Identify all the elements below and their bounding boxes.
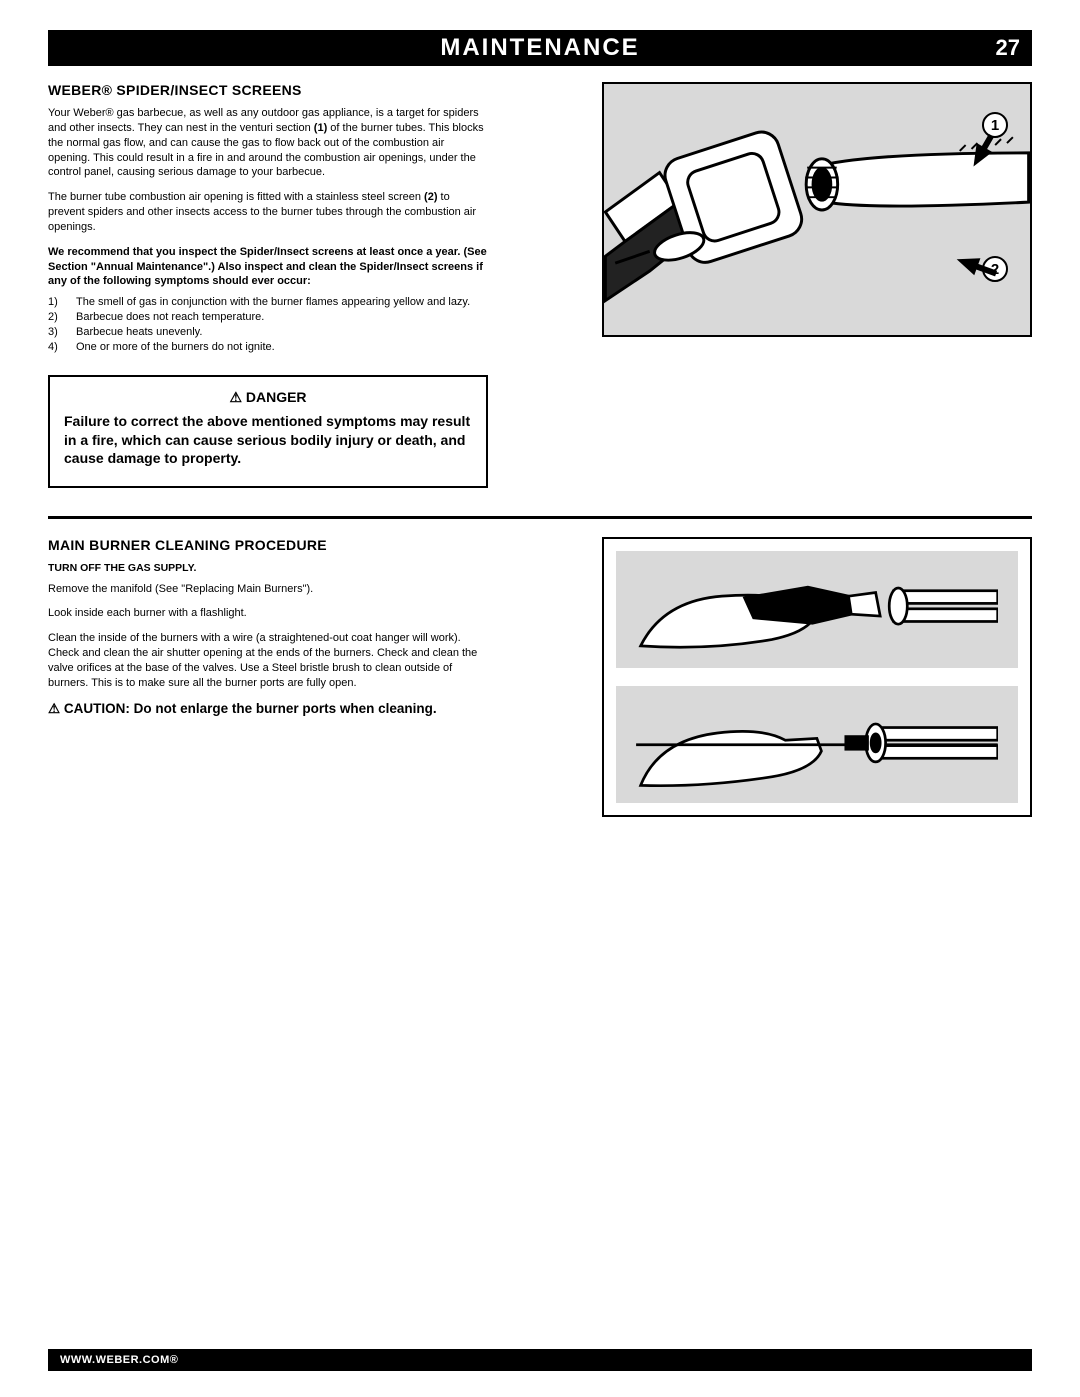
list-item: 4)One or more of the burners do not igni…	[48, 340, 488, 355]
flashlight-svg	[636, 560, 998, 659]
para2-part-a: The burner tube combustion air opening i…	[48, 191, 424, 203]
figure-cleaning-steps	[602, 537, 1032, 817]
page-number: 27	[996, 35, 1020, 61]
para1-ref1: (1)	[314, 122, 327, 134]
figure-burner-assembly: 1 2	[602, 82, 1032, 337]
danger-box: ⚠ DANGER Failure to correct the above me…	[48, 375, 488, 489]
list-num: 2)	[48, 310, 76, 325]
section2-text-column: MAIN BURNER CLEANING PROCEDURE TURN OFF …	[48, 537, 488, 817]
section-spider-screens: WEBER® SPIDER/INSECT SCREENS Your Weber®…	[48, 82, 1032, 488]
list-text: The smell of gas in conjunction with the…	[76, 295, 488, 310]
page-header-bar: MAINTENANCE 27	[48, 30, 1032, 66]
list-item: 2)Barbecue does not reach temperature.	[48, 310, 488, 325]
para2-ref2: (2)	[424, 191, 437, 203]
section-burner-cleaning: MAIN BURNER CLEANING PROCEDURE TURN OFF …	[48, 537, 1032, 817]
list-item: 1)The smell of gas in conjunction with t…	[48, 295, 488, 310]
section1-para1: Your Weber® gas barbecue, as well as any…	[48, 106, 488, 180]
section2-p3: Clean the inside of the burners with a w…	[48, 631, 488, 690]
section-divider	[48, 516, 1032, 519]
list-num: 4)	[48, 340, 76, 355]
section1-bold-para: We recommend that you inspect the Spider…	[48, 245, 488, 290]
section2-figure-column	[512, 537, 1032, 817]
section1-heading: WEBER® SPIDER/INSECT SCREENS	[48, 82, 488, 98]
list-num: 3)	[48, 325, 76, 340]
section2-p2: Look inside each burner with a flashligh…	[48, 606, 488, 621]
page-title: MAINTENANCE	[440, 34, 639, 62]
section1-para2: The burner tube combustion air opening i…	[48, 190, 488, 235]
list-text: Barbecue heats unevenly.	[76, 325, 488, 340]
burner-assembly-svg	[604, 84, 1030, 335]
danger-heading: ⚠ DANGER	[64, 389, 472, 406]
danger-body: Failure to correct the above mentioned s…	[64, 412, 472, 469]
section1-text-column: WEBER® SPIDER/INSECT SCREENS Your Weber®…	[48, 82, 488, 488]
symptom-list: 1)The smell of gas in conjunction with t…	[48, 295, 488, 354]
manual-page: MAINTENANCE 27 WEBER® SPIDER/INSECT SCRE…	[0, 0, 1080, 1397]
figure-flashlight-inspection	[616, 551, 1018, 668]
turn-off-gas: TURN OFF THE GAS SUPPLY.	[48, 561, 488, 575]
page-footer-bar: WWW.WEBER.COM®	[48, 1349, 1032, 1371]
wire-clean-svg	[636, 695, 998, 794]
list-text: Barbecue does not reach temperature.	[76, 310, 488, 325]
section2-p1: Remove the manifold (See "Replacing Main…	[48, 582, 488, 597]
section1-figure-column: 1 2	[512, 82, 1032, 488]
list-num: 1)	[48, 295, 76, 310]
section2-heading: MAIN BURNER CLEANING PROCEDURE	[48, 537, 488, 553]
footer-url: WWW.WEBER.COM®	[60, 1354, 178, 1366]
list-text: One or more of the burners do not ignite…	[76, 340, 488, 355]
callout-1: 1	[982, 112, 1008, 138]
caution-line: ⚠ CAUTION: Do not enlarge the burner por…	[48, 701, 488, 717]
figure-wire-cleaning	[616, 686, 1018, 803]
list-item: 3)Barbecue heats unevenly.	[48, 325, 488, 340]
